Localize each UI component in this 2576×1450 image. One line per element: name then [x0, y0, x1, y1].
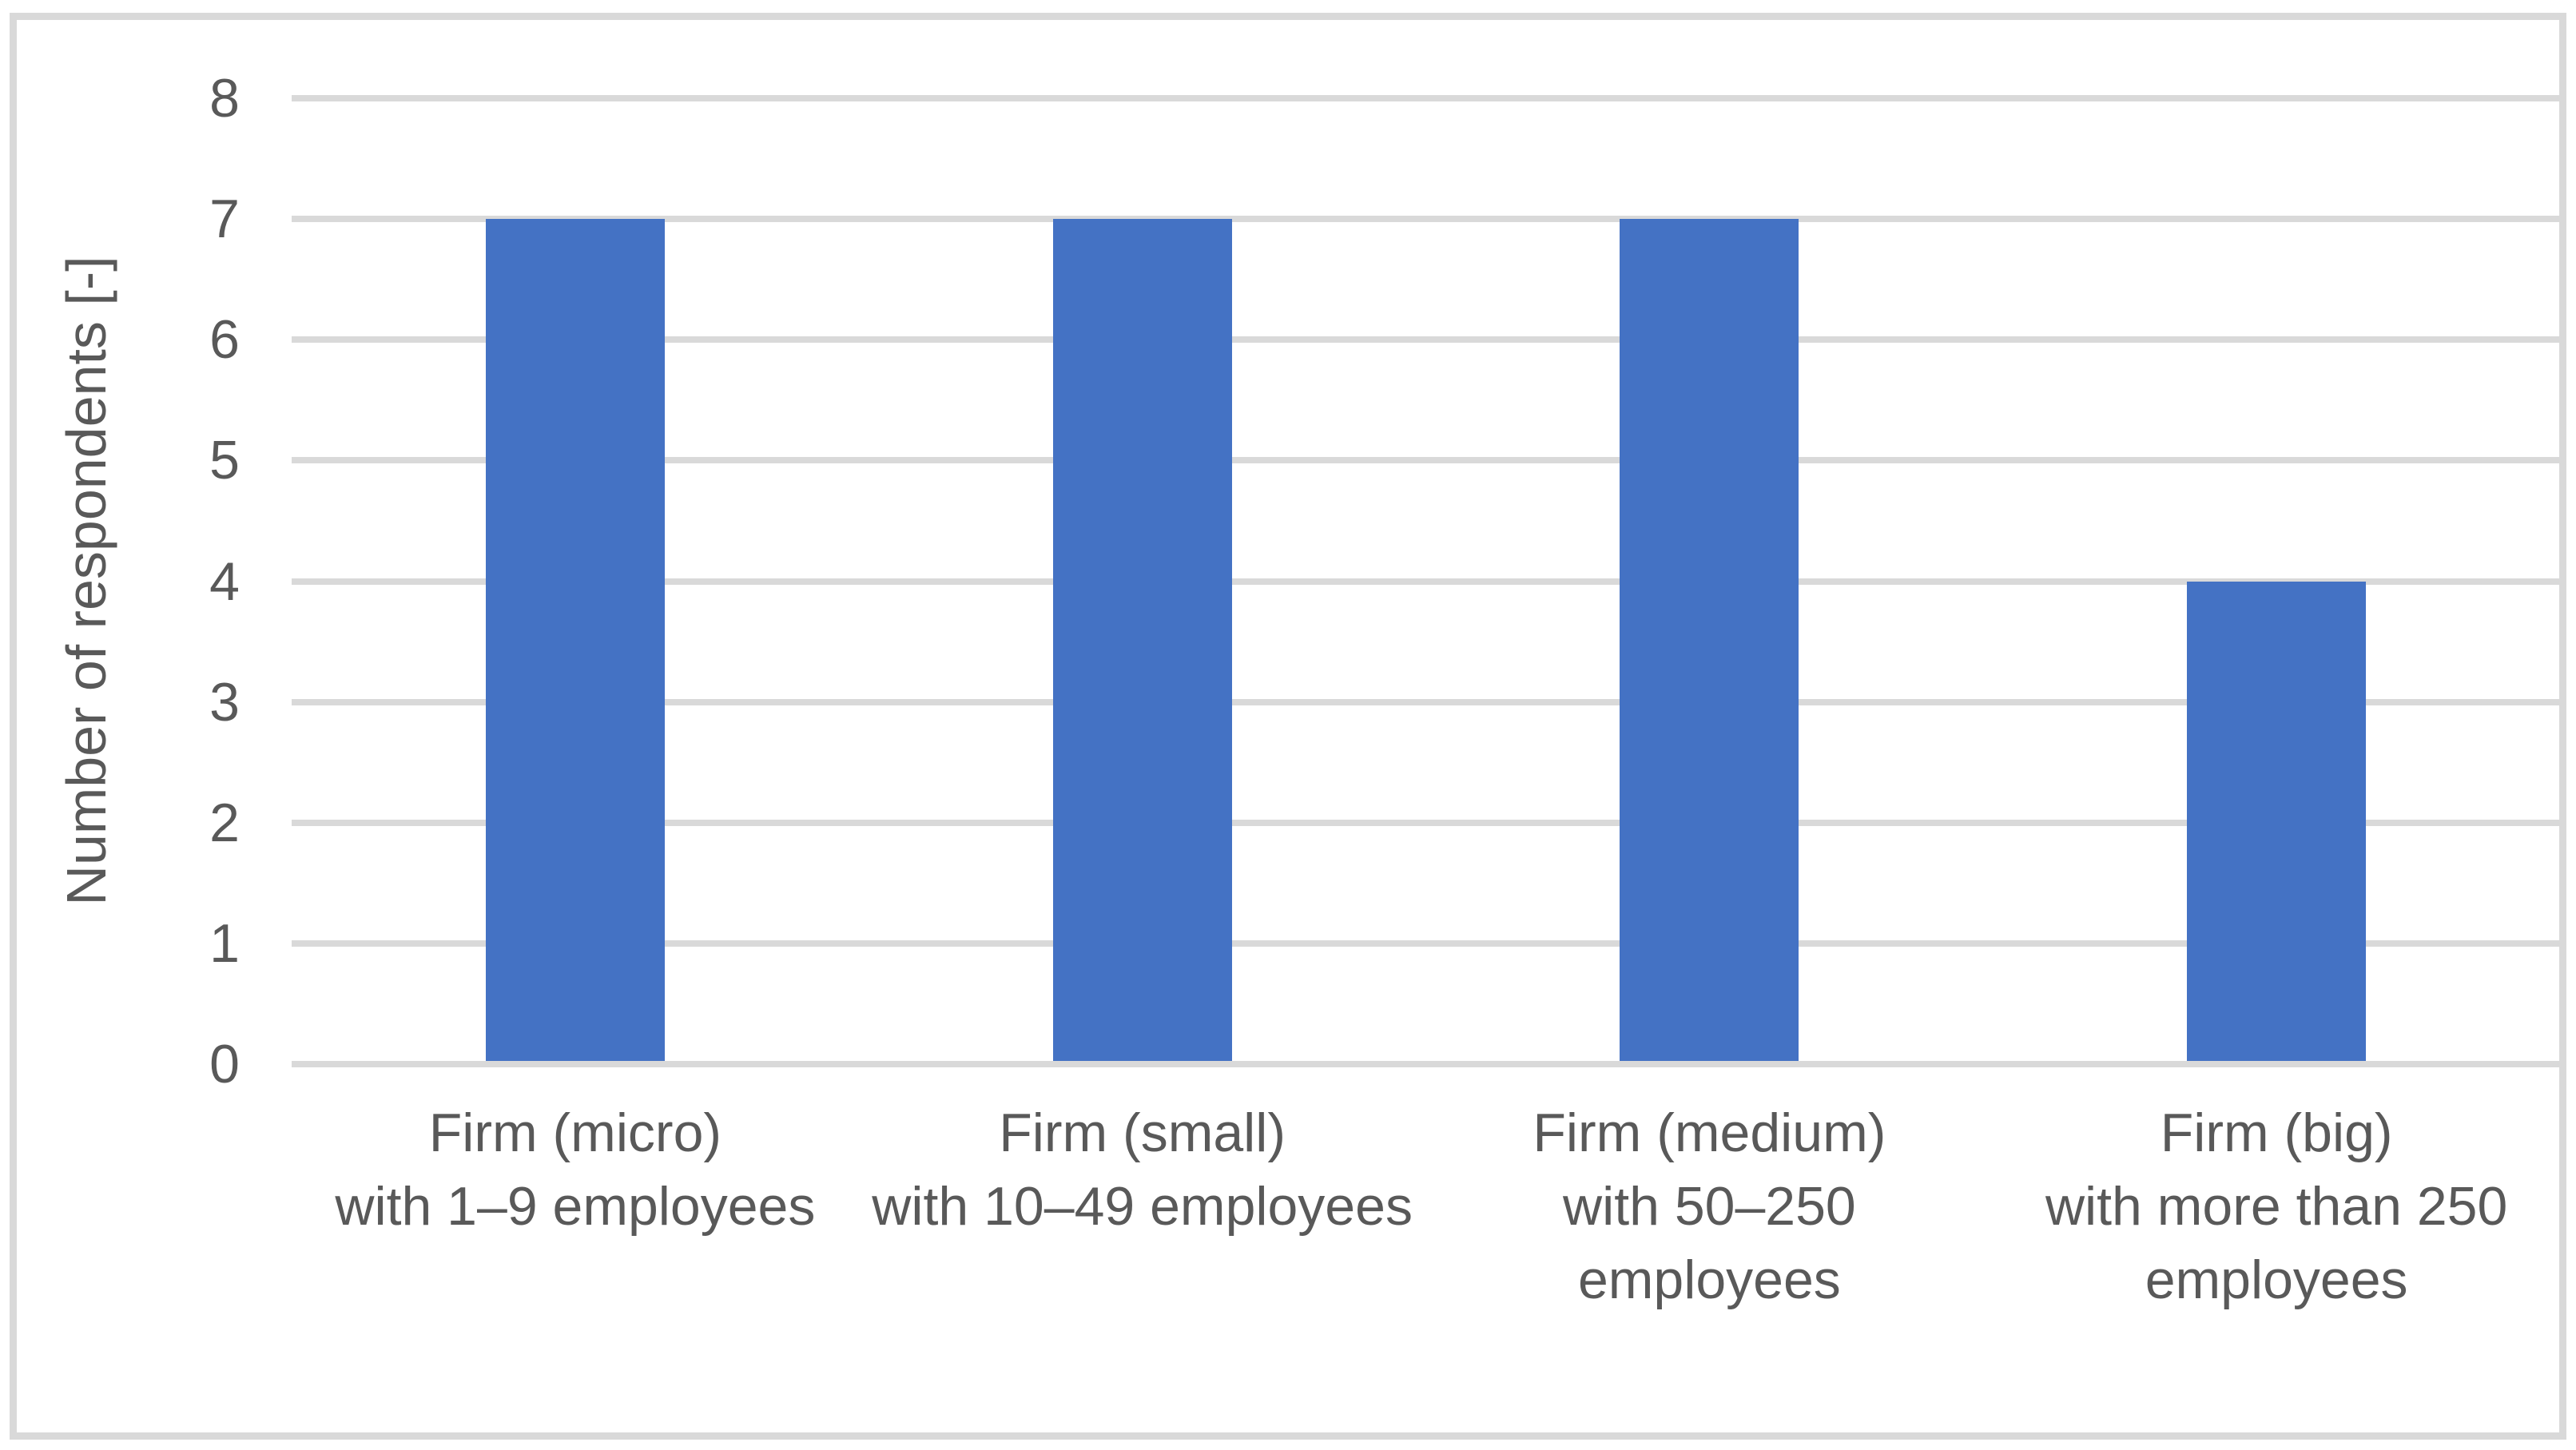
- gridline-y-2: [292, 819, 2560, 826]
- category-label-2: Firm (small) with 10–49 employees: [872, 1102, 1413, 1237]
- gridline-y-4: [292, 578, 2560, 585]
- y-tick-label-7: 7: [209, 189, 240, 250]
- y-tick-label-4: 4: [209, 550, 240, 612]
- y-axis-title: Number of respondents [-]: [55, 256, 117, 906]
- y-tick-label-8: 8: [209, 68, 240, 129]
- y-tick-label-5: 5: [209, 430, 240, 491]
- category-label-4: Firm (big) with more than 250 employees: [2045, 1102, 2508, 1310]
- gridline-y-3: [292, 698, 2560, 705]
- bar-2: [1052, 219, 1232, 1061]
- y-tick-label-3: 3: [209, 671, 240, 733]
- y-tick-label-0: 0: [209, 1034, 240, 1094]
- gridline-y-6: [292, 336, 2560, 344]
- y-tick-label-1: 1: [209, 912, 240, 974]
- y-tick-label-6: 6: [209, 309, 240, 371]
- gridline-y-7: [292, 216, 2560, 223]
- bar-4: [2187, 581, 2367, 1061]
- bar-3: [1620, 219, 1799, 1061]
- category-label-1: Firm (micro) with 1–9 employees: [335, 1102, 816, 1237]
- gridline-y-8: [292, 95, 2560, 101]
- bar-1: [485, 219, 665, 1061]
- y-tick-label-2: 2: [209, 792, 240, 853]
- figure-border: [10, 13, 2566, 1440]
- gridline-y-1: [292, 940, 2560, 947]
- gridline-y-0: [292, 1061, 2560, 1067]
- category-label-3: Firm (medium) with 50–250 employees: [1532, 1102, 1886, 1310]
- gridline-y-5: [292, 457, 2560, 464]
